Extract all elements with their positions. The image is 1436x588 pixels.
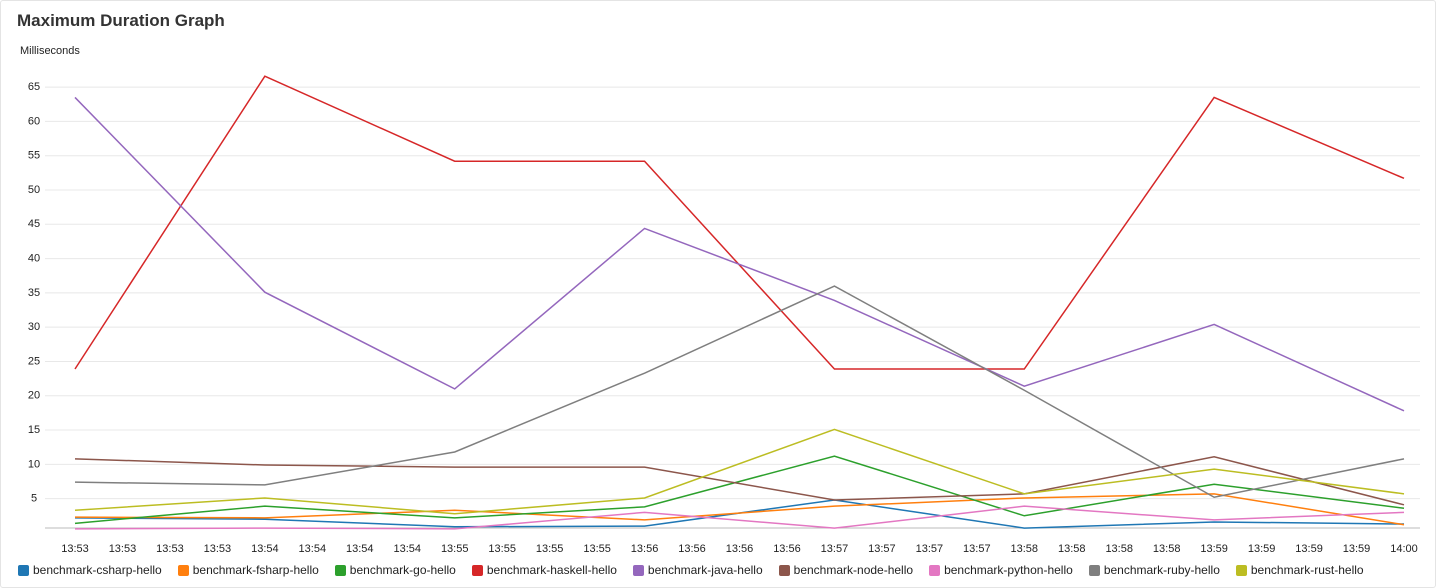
y-tick-label: 40: [28, 253, 40, 265]
series-line: [74, 428, 1405, 515]
legend-item[interactable]: benchmark-haskell-hello: [471, 563, 617, 577]
y-tick-label: 5: [31, 493, 37, 505]
y-tick-label: 55: [28, 150, 40, 162]
y-tick-label: 60: [28, 115, 40, 127]
legend-swatch: [1235, 564, 1247, 576]
x-tick-label: 13:59: [1343, 543, 1371, 555]
y-axis-label: Milliseconds: [20, 45, 80, 57]
legend-swatch: [471, 564, 483, 576]
legend-label: benchmark-haskell-hello: [486, 563, 617, 577]
series-line: [74, 493, 1405, 526]
y-tick-label: 25: [28, 355, 40, 367]
series-line: [74, 456, 1405, 506]
legend-swatch: [18, 564, 29, 576]
legend-item[interactable]: benchmark-go-hello: [334, 563, 456, 577]
legend-item[interactable]: benchmark-ruby-hello: [1088, 563, 1220, 577]
x-tick-label: 13:53: [109, 543, 137, 555]
legend-label: benchmark-fsharp-hello: [192, 563, 319, 577]
x-tick-label: 13:56: [631, 543, 659, 555]
x-tick-label: 13:57: [916, 543, 944, 555]
legend-label: benchmark-node-hello: [793, 563, 914, 577]
legend-label: benchmark-go-hello: [349, 563, 456, 577]
x-tick-label: 13:57: [963, 543, 991, 555]
legend-label: benchmark-rust-hello: [1250, 563, 1364, 577]
x-tick-label: 13:58: [1058, 543, 1086, 555]
x-tick-label: 13:57: [868, 543, 896, 555]
x-tick-label: 13:56: [678, 543, 706, 555]
series-line: [74, 499, 1405, 529]
x-tick-label: 13:55: [536, 543, 564, 555]
series-line: [74, 75, 1405, 370]
x-tick-label: 13:54: [251, 543, 279, 555]
x-tick-label: 13:58: [1011, 543, 1039, 555]
legend-swatch: [334, 564, 346, 576]
legend-item[interactable]: benchmark-node-hello: [778, 563, 914, 577]
x-tick-label: 13:55: [441, 543, 469, 555]
x-tick-label: 13:58: [1153, 543, 1181, 555]
legend-label: benchmark-java-hello: [647, 563, 763, 577]
legend-label: benchmark-python-hello: [944, 563, 1073, 577]
x-tick-label: 13:58: [1105, 543, 1133, 555]
panel-title: Maximum Duration Graph: [17, 11, 225, 30]
legend-label: benchmark-csharp-hello: [33, 563, 162, 577]
series-line: [74, 505, 1405, 530]
series-line: [74, 96, 1405, 412]
x-tick-label: 13:57: [821, 543, 849, 555]
x-tick-label: 13:53: [156, 543, 184, 555]
x-tick-label: 13:59: [1248, 543, 1276, 555]
legend-item[interactable]: benchmark-python-hello: [929, 563, 1073, 577]
y-tick-label: 20: [28, 390, 40, 402]
x-tick-label: 14:00: [1390, 543, 1418, 555]
series-line: [74, 455, 1405, 525]
y-tick-label: 30: [28, 321, 40, 333]
legend-swatch: [778, 564, 790, 576]
y-tick-label: 15: [28, 424, 40, 436]
y-tick-label: 65: [28, 81, 40, 93]
chart: Milliseconds 5 10 15 20 25 30 35 40 45 50 55 60 65 13…: [20, 45, 1420, 555]
legend-swatch: [632, 564, 644, 576]
legend-item[interactable]: benchmark-rust-hello: [1235, 563, 1364, 577]
y-tick-label: 50: [28, 184, 40, 196]
x-tick-label: 13:53: [61, 543, 89, 555]
legend-swatch: [929, 564, 941, 576]
y-tick-label: 10: [28, 458, 40, 470]
y-tick-label: 35: [28, 287, 40, 299]
x-tick-label: 13:59: [1295, 543, 1323, 555]
legend-label: benchmark-ruby-hello: [1103, 563, 1220, 577]
x-tick-label: 13:54: [299, 543, 327, 555]
legend-item[interactable]: benchmark-java-hello: [632, 563, 763, 577]
legend-item[interactable]: benchmark-csharp-hello: [18, 563, 162, 577]
x-tick-label: 13:55: [488, 543, 516, 555]
y-tick-label: 45: [28, 218, 40, 230]
legend-swatch: [1088, 564, 1100, 576]
x-tick-label: 13:54: [393, 543, 421, 555]
x-tick-label: 13:56: [726, 543, 754, 555]
legend: benchmark-csharp-hello benchmark-fsharp-h…: [18, 563, 1364, 577]
x-tick-label: 13:55: [583, 543, 611, 555]
x-tick-label: 13:53: [204, 543, 232, 555]
legend-item[interactable]: benchmark-fsharp-hello: [177, 563, 319, 577]
x-tick-label: 13:56: [773, 543, 801, 555]
legend-swatch: [177, 564, 189, 576]
series-line: [74, 285, 1405, 499]
x-tick-label: 13:59: [1200, 543, 1228, 555]
x-tick-label: 13:54: [346, 543, 374, 555]
